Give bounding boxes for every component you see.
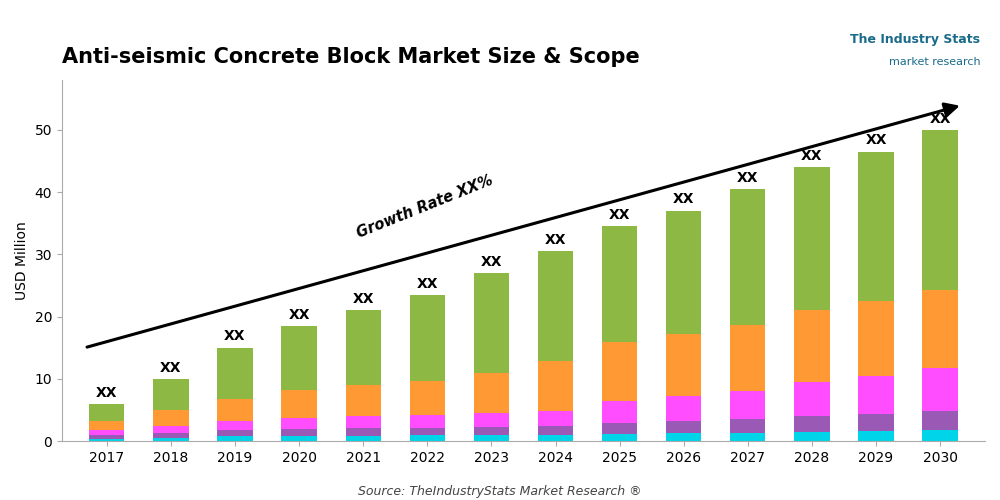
Text: XX: XX	[737, 170, 759, 184]
Bar	[602, 422, 637, 434]
Text: XX: XX	[673, 192, 694, 206]
Bar	[730, 419, 765, 432]
Bar	[346, 385, 381, 416]
Bar	[89, 430, 124, 435]
Bar	[858, 376, 894, 414]
Bar	[922, 368, 958, 412]
Bar	[730, 326, 765, 391]
Bar	[602, 401, 637, 422]
Bar	[281, 418, 317, 429]
Bar	[858, 414, 894, 432]
Text: Growth Rate XX%: Growth Rate XX%	[354, 173, 495, 241]
Bar	[666, 420, 701, 433]
Text: XX: XX	[609, 208, 630, 222]
Bar	[474, 414, 509, 427]
Bar	[858, 432, 894, 442]
Bar	[922, 430, 958, 442]
Bar	[602, 226, 637, 342]
Bar	[602, 434, 637, 442]
Bar	[346, 428, 381, 436]
Bar	[89, 439, 124, 442]
Bar	[858, 152, 894, 301]
Bar	[538, 411, 573, 426]
Bar	[153, 410, 189, 426]
Bar	[281, 390, 317, 418]
Y-axis label: USD Million: USD Million	[15, 222, 29, 300]
Text: XX: XX	[224, 330, 246, 344]
Bar	[602, 342, 637, 401]
Text: The Industry Stats: The Industry Stats	[850, 33, 980, 46]
Bar	[538, 435, 573, 442]
Text: XX: XX	[481, 255, 502, 269]
Bar	[217, 436, 253, 442]
Text: XX: XX	[801, 149, 823, 163]
Bar	[153, 379, 189, 410]
Text: market research: market research	[889, 56, 980, 66]
Bar	[730, 189, 765, 326]
Bar	[666, 334, 701, 396]
Bar	[474, 427, 509, 435]
Bar	[410, 415, 445, 428]
Bar	[153, 432, 189, 438]
Bar	[666, 211, 701, 334]
Text: XX: XX	[96, 386, 118, 400]
Text: XX: XX	[417, 276, 438, 290]
Bar	[217, 348, 253, 399]
Text: Anti-seismic Concrete Block Market Size & Scope: Anti-seismic Concrete Block Market Size …	[62, 48, 640, 68]
Bar	[217, 430, 253, 436]
Bar	[410, 428, 445, 435]
Text: XX: XX	[865, 134, 887, 147]
Bar	[410, 381, 445, 415]
Bar	[922, 290, 958, 368]
Bar	[794, 382, 830, 416]
Text: XX: XX	[929, 112, 951, 126]
Bar	[281, 326, 317, 390]
Bar	[474, 273, 509, 373]
Bar	[730, 432, 765, 442]
Bar	[922, 130, 958, 290]
Bar	[410, 295, 445, 381]
Bar	[153, 426, 189, 432]
Bar	[281, 429, 317, 436]
Text: XX: XX	[545, 233, 566, 247]
Bar	[89, 435, 124, 439]
Text: Source: TheIndustryStats Market Research ®: Source: TheIndustryStats Market Research…	[358, 485, 642, 498]
Bar	[730, 391, 765, 419]
Text: XX: XX	[352, 292, 374, 306]
Bar	[858, 301, 894, 376]
Bar	[922, 412, 958, 430]
Bar	[89, 420, 124, 430]
Bar	[346, 436, 381, 442]
Bar	[346, 416, 381, 428]
Bar	[538, 426, 573, 435]
Bar	[474, 435, 509, 442]
Bar	[794, 310, 830, 382]
Bar	[217, 420, 253, 430]
Bar	[89, 404, 124, 420]
Bar	[346, 310, 381, 385]
Bar	[666, 396, 701, 420]
Text: XX: XX	[160, 360, 182, 374]
Bar	[474, 373, 509, 414]
Bar	[281, 436, 317, 442]
Bar	[794, 432, 830, 442]
Text: XX: XX	[288, 308, 310, 322]
Bar	[538, 252, 573, 361]
Bar	[538, 361, 573, 411]
Bar	[410, 435, 445, 442]
Bar	[153, 438, 189, 442]
Bar	[666, 433, 701, 442]
Bar	[794, 416, 830, 432]
Bar	[217, 399, 253, 420]
Bar	[794, 167, 830, 310]
